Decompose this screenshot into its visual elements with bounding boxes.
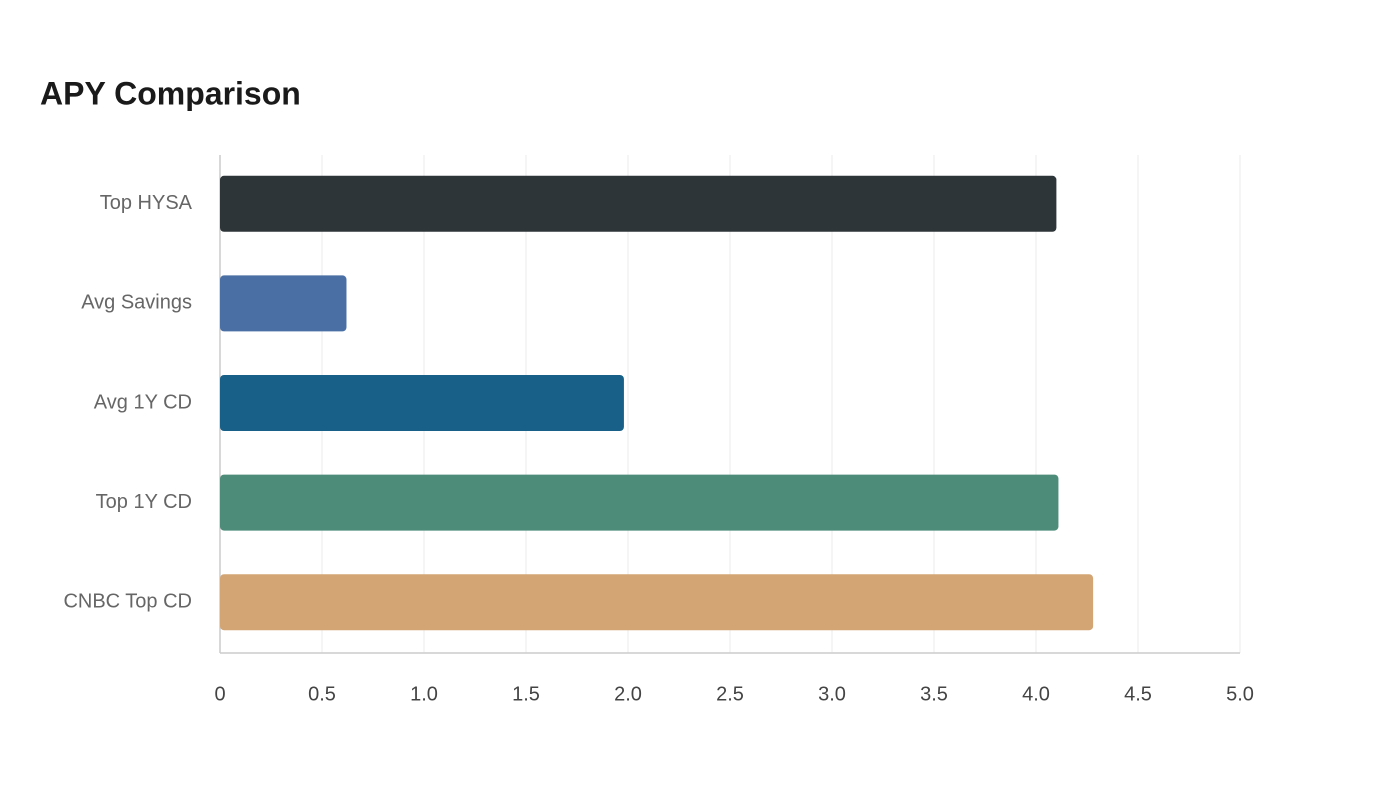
- bar: [220, 175, 1057, 232]
- chart-title: APY Comparison: [40, 75, 301, 111]
- y-tick-label: Top 1Y CD: [96, 491, 192, 513]
- y-tick-label: Avg 1Y CD: [94, 391, 192, 413]
- y-tick-label: Avg Savings: [81, 292, 192, 314]
- bar: [220, 375, 624, 431]
- x-tick-label: 1.0: [410, 683, 438, 705]
- bar: [220, 574, 1094, 631]
- x-tick-label: 0: [214, 683, 225, 705]
- y-tick-label: CNBC Top CD: [63, 590, 192, 612]
- x-tick-label: 4.5: [1124, 683, 1152, 705]
- bar: [220, 275, 347, 332]
- x-tick-label: 2.0: [614, 683, 642, 705]
- x-tick-label: 4.0: [1022, 683, 1050, 705]
- x-tick-label: 3.5: [920, 683, 948, 705]
- y-tick-label: Top HYSA: [100, 192, 193, 214]
- bar: [220, 474, 1059, 531]
- x-tick-label: 0.5: [308, 683, 336, 705]
- x-tick-label: 3.0: [818, 683, 846, 705]
- x-tick-label: 2.5: [716, 683, 744, 705]
- x-tick-label: 1.5: [512, 683, 540, 705]
- x-tick-label: 5.0: [1226, 683, 1254, 705]
